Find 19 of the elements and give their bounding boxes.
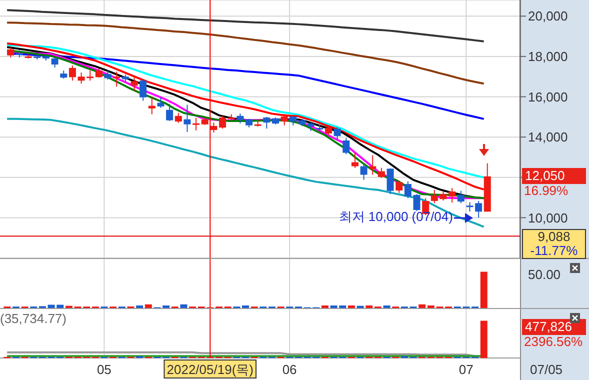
x-tick-label: 2022/05/19(목) (166, 362, 254, 377)
text: 12,050 (522, 168, 586, 184)
text: 2396.56% (524, 334, 583, 349)
x-tick-label: 07 (458, 362, 474, 377)
text: 477,826 (522, 319, 586, 335)
text: -11.77% (529, 243, 579, 258)
text: 16.99% (524, 183, 568, 198)
y-tick-label: 16,000 (528, 89, 568, 104)
y-tick-label: 20,000 (528, 8, 568, 24)
y-tick-label: 18,000 (528, 49, 568, 64)
annotation: (35,734.77) (0, 311, 66, 326)
x-tick-label: 05 (96, 362, 112, 377)
text: 07/05 (530, 362, 563, 378)
text: 50.00 (528, 267, 561, 282)
x-tick-label: 06 (282, 362, 297, 377)
ref-line-label: 9,088 (536, 229, 572, 244)
annotation: 최저 10,000 (07/04) (338, 208, 453, 225)
y-tick-label: 10,000 (528, 210, 568, 226)
y-tick-label: 14,000 (528, 130, 568, 145)
